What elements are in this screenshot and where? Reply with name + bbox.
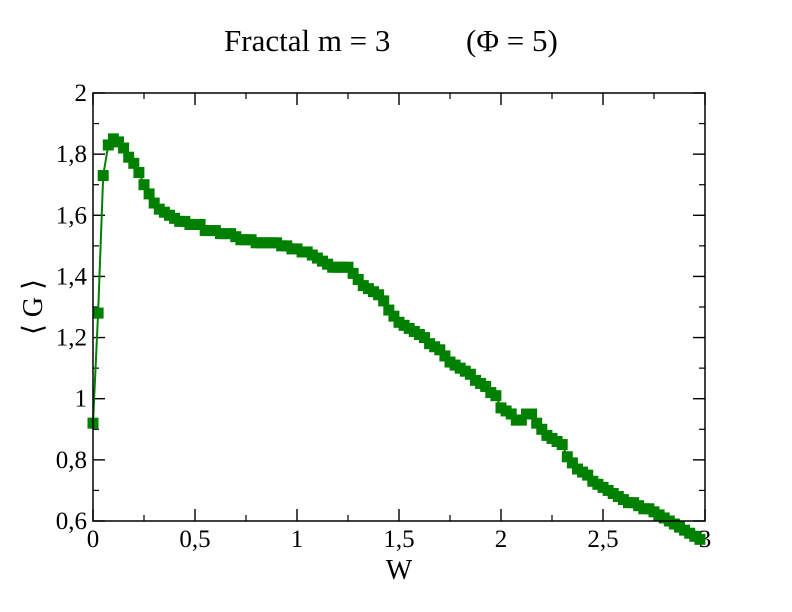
y-tick-label: 1,6 — [56, 202, 87, 229]
data-point-marker — [556, 439, 568, 451]
data-point-marker — [536, 423, 548, 435]
data-point-marker — [490, 390, 502, 402]
x-axis-label: W — [386, 555, 413, 586]
data-point-marker — [383, 304, 395, 316]
data-point-marker — [373, 289, 385, 301]
data-point-marker — [352, 273, 364, 285]
chart-title-left: Fractal m = 3 — [224, 23, 390, 58]
data-point-marker — [194, 218, 206, 230]
x-tick-label: 1,5 — [383, 526, 414, 553]
y-tick-label: 1,8 — [56, 141, 87, 168]
y-tick-label: 0,8 — [56, 447, 87, 474]
data-point-marker — [118, 142, 130, 154]
x-tick-label: 1 — [291, 526, 304, 553]
y-axis-label: ⟨ G ⟩ — [18, 279, 49, 335]
data-point-marker — [128, 157, 140, 169]
data-point-marker — [566, 457, 578, 469]
data-point-marker — [439, 350, 451, 362]
x-tick-label: 0 — [87, 526, 100, 553]
data-point-marker — [561, 451, 573, 463]
data-point-marker — [123, 151, 135, 163]
data-point-marker — [138, 179, 150, 191]
y-tick-label: 1,4 — [56, 263, 88, 290]
data-point-marker — [133, 166, 145, 178]
data-point-marker — [378, 295, 390, 307]
data-point-marker — [97, 170, 109, 182]
data-point-marker — [113, 136, 124, 148]
y-tick-label: 2 — [75, 80, 88, 107]
data-point-marker — [347, 267, 359, 279]
data-point-marker — [148, 197, 160, 209]
data-point-marker — [102, 139, 114, 151]
data-point-marker — [515, 414, 527, 426]
plot-frame — [92, 92, 706, 522]
y-tick-label: 1 — [75, 386, 88, 413]
data-point-marker — [419, 332, 430, 344]
y-tick-label: 0,6 — [56, 508, 87, 535]
data-point-marker — [92, 307, 104, 319]
data-point-marker — [388, 310, 400, 322]
x-tick-label: 0,5 — [179, 526, 210, 553]
data-point-marker — [480, 380, 492, 392]
chart-title-right: (Φ = 5) — [466, 23, 558, 58]
data-point-marker — [582, 469, 594, 481]
data-point-marker — [531, 417, 543, 429]
series-line — [92, 137, 701, 541]
data-point-marker — [505, 408, 517, 420]
data-point-marker — [464, 368, 476, 380]
series-layer — [87, 133, 706, 545]
data-point-marker — [694, 533, 706, 545]
y-tick-label: 1,2 — [56, 325, 87, 352]
x-tick-label: 2 — [495, 526, 508, 553]
y-axis-ticks: 0,6 0,8 1 1,2 1,4 1,6 1,8 2 — [56, 80, 705, 535]
data-point-marker — [526, 408, 538, 420]
data-point-marker — [143, 188, 155, 200]
data-point-marker — [434, 344, 446, 356]
x-tick-label: 2,5 — [587, 526, 618, 553]
data-point-marker — [342, 261, 354, 273]
